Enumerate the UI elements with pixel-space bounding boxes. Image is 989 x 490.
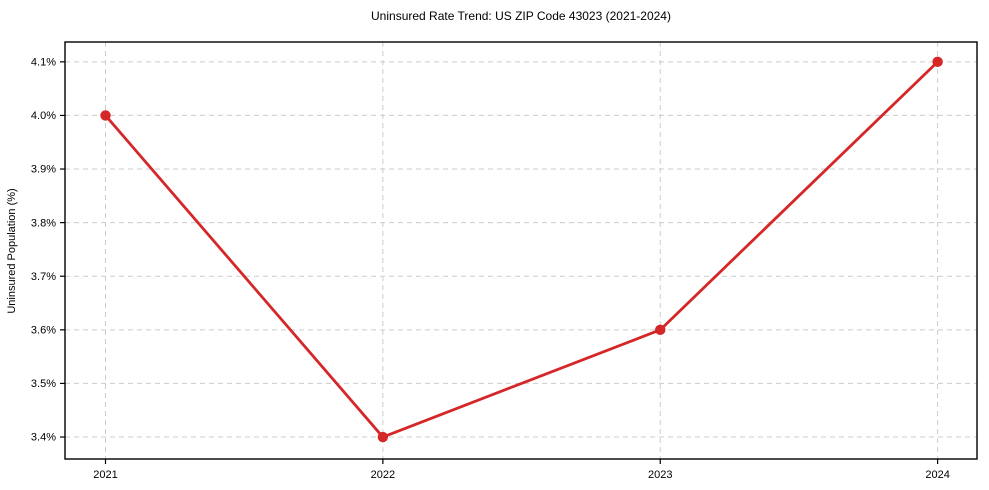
y-tick-label: 3.7% (31, 271, 56, 283)
y-axis-label: Uninsured Population (%) (6, 188, 18, 313)
x-tick-label: 2023 (648, 469, 672, 481)
data-point (100, 110, 111, 121)
y-tick-label: 4.0% (31, 110, 56, 122)
plot-area: 3.4% 3.5% 3.6% 3.7% 3.8% 3.9% 4.0% 4.1% 2021 2022… (31, 41, 978, 481)
y-tick-label: 4.1% (31, 57, 56, 69)
x-tick-label: 2024 (925, 469, 949, 481)
data-point (932, 56, 943, 68)
y-tick-label: 3.9% (31, 164, 56, 176)
y-tick-label: 3.4% (31, 432, 56, 444)
y-tick-label: 3.5% (31, 378, 56, 390)
axes-spines (64, 41, 978, 460)
x-tick-label: 2022 (371, 469, 395, 481)
data-point (655, 324, 666, 336)
x-tick-label: 2021 (93, 469, 117, 481)
chart-title: Uninsured Rate Trend: US ZIP Code 43023 … (371, 9, 671, 23)
trend-line (104, 60, 940, 439)
y-tick-label: 3.6% (31, 325, 56, 337)
y-tick-label: 3.8% (31, 217, 56, 229)
data-point (377, 431, 389, 443)
